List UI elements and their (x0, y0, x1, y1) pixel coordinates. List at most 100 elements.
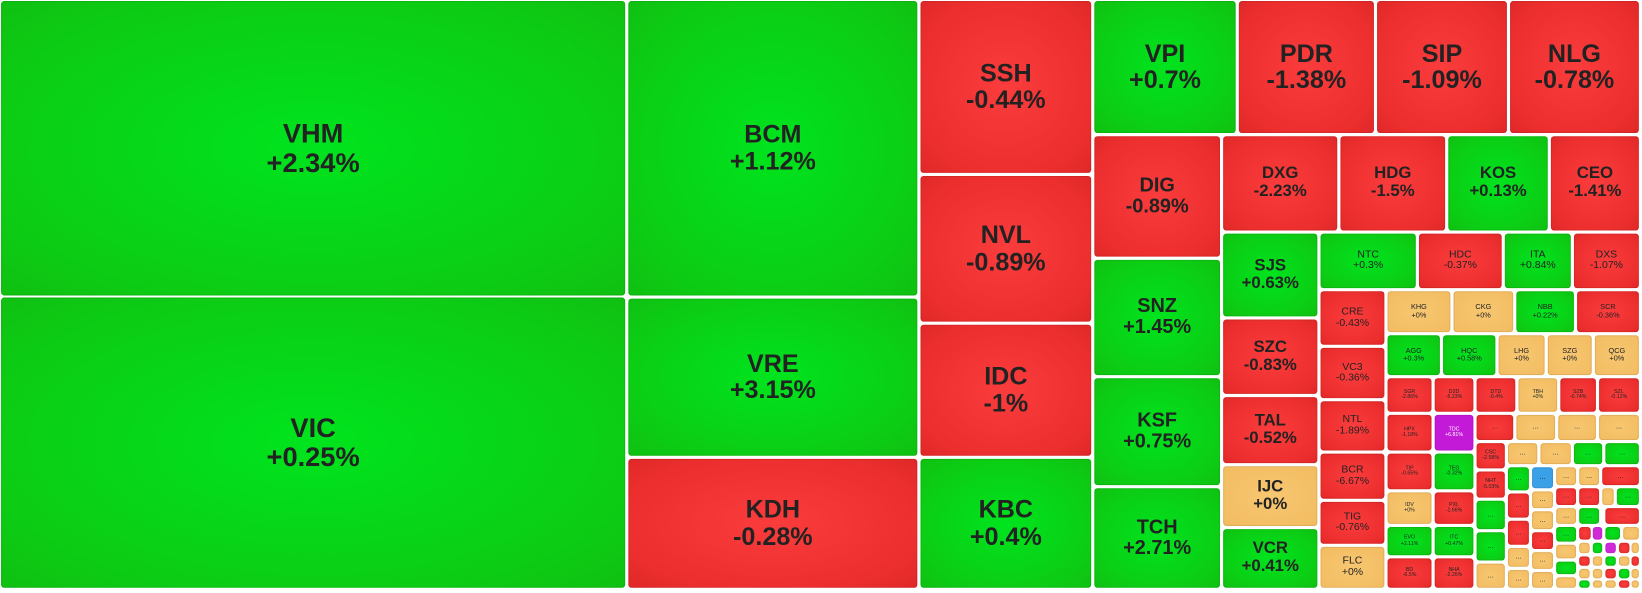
ticker: NTL (1342, 413, 1363, 426)
ticker: KDH (745, 495, 801, 525)
change: -0.74% (1569, 393, 1587, 401)
ticker: SIP (1421, 39, 1463, 68)
ticker: CKG (1475, 303, 1492, 312)
small-tile (1579, 568, 1590, 579)
more-label: ... (1519, 449, 1526, 458)
stock-tile: NBB +0.22% (1516, 291, 1574, 333)
change: +0.58% (1456, 355, 1482, 363)
stock-tile: KDH -0.28% (628, 458, 918, 588)
small-tile: ... (1579, 488, 1600, 505)
small-tile: ... (1507, 443, 1538, 465)
more-label: ... (1515, 501, 1522, 510)
change: -1.09% (1402, 66, 1482, 95)
ticker: D2D (1448, 388, 1460, 395)
ticker: LHG (1514, 347, 1530, 355)
stock-tile: AGG +0.3% (1387, 335, 1440, 376)
ticker: DTD (1490, 388, 1502, 395)
more-label: ... (1563, 472, 1570, 480)
ticker: CSC (1485, 449, 1497, 456)
small-tile (1618, 556, 1630, 566)
more-label: ... (1487, 511, 1494, 519)
more-label: ... (1619, 512, 1626, 520)
change: +0.4% (969, 522, 1042, 551)
ticker: HDC (1448, 248, 1472, 261)
more-label: ... (1539, 516, 1546, 524)
small-tile (1605, 526, 1621, 540)
stock-tile: VPI +0.7% (1094, 1, 1236, 134)
small-tile: ... (1556, 488, 1577, 505)
small-tile (1556, 577, 1577, 588)
change: +0% (1609, 355, 1625, 363)
small-tile: ... (1507, 467, 1529, 491)
small-tile (1592, 580, 1603, 588)
stock-tile: HQC +0.58% (1443, 335, 1496, 376)
stock-tile: CEO -1.41% (1550, 136, 1639, 231)
small-tile (1579, 542, 1590, 554)
more-label: ... (1539, 556, 1546, 565)
ticker: SZB (1573, 388, 1584, 395)
stock-tile: BCR -6.67% (1320, 453, 1385, 499)
stock-tile: HPX -1.18% (1387, 414, 1432, 451)
small-tile: ... (1573, 443, 1603, 465)
small-tile: ... (1532, 572, 1553, 588)
change: +1.45% (1123, 316, 1192, 339)
stock-tile: CKG +0% (1453, 291, 1514, 333)
change: -6.67% (1335, 475, 1370, 487)
small-tile (1631, 580, 1639, 588)
ticker: NTC (1357, 248, 1379, 261)
change: +0% (1341, 566, 1364, 578)
small-tile: ... (1602, 467, 1639, 486)
change: +0% (1562, 355, 1578, 363)
stock-tile: KHG +0% (1387, 291, 1451, 333)
stock-tile: NHT -5.03% (1476, 471, 1505, 498)
stock-tile: QCG +0% (1594, 335, 1639, 376)
stock-tile: HDG -1.5% (1340, 136, 1446, 231)
ticker: KOS (1479, 164, 1517, 183)
more-label: ... (1532, 423, 1539, 431)
stock-tile: CRE -0.43% (1320, 291, 1385, 345)
change: -0.36% (1335, 371, 1370, 384)
stock-tile: VHM +2.34% (1, 1, 626, 296)
small-tile: ... (1556, 526, 1577, 542)
change: -5.03% (1482, 483, 1499, 490)
more-label: ... (1617, 472, 1624, 480)
stock-tile: DXS -1.07% (1573, 233, 1639, 289)
ticker: KHG (1411, 303, 1427, 312)
ticker: IDV (1405, 501, 1414, 508)
ticker: IDC (984, 362, 1028, 392)
stock-tile: EVO +2.11% (1387, 526, 1432, 556)
change: -0.37% (1443, 259, 1477, 272)
small-tile (1592, 542, 1603, 554)
change: -0.28% (733, 522, 813, 551)
stock-tile: BCM +1.12% (628, 1, 918, 296)
ticker: SSH (979, 59, 1032, 88)
ticker: TAL (1254, 411, 1286, 430)
ticker: AGG (1405, 347, 1422, 355)
change: -1.38% (1266, 66, 1347, 95)
more-label: ... (1539, 576, 1546, 584)
stock-tile: VC3 -0.36% (1320, 347, 1385, 399)
change: -5.23% (1445, 393, 1463, 401)
ticker: TBH (1532, 388, 1544, 395)
change: +0% (1253, 495, 1288, 513)
change: -0.36% (1596, 311, 1620, 320)
stock-tile: D2D -5.23% (1434, 378, 1474, 412)
change: -2.58% (1482, 454, 1499, 461)
ticker: DIG (1139, 174, 1175, 197)
small-tile: ... (1516, 414, 1556, 441)
small-tile (1579, 556, 1590, 566)
stock-tile: TIG -0.76% (1320, 501, 1385, 544)
change: -6.5% (1402, 572, 1417, 579)
change: +0% (1514, 355, 1530, 363)
stock-tile: ITA +0.84% (1504, 233, 1571, 289)
ticker: SCR (1600, 303, 1616, 312)
change: -0.32% (1445, 470, 1463, 477)
small-tile (1592, 568, 1603, 579)
stock-tile: NTL -1.89% (1320, 401, 1385, 451)
more-label: ... (1563, 512, 1570, 520)
ticker: SNZ (1137, 295, 1178, 318)
change: +6.81% (1445, 431, 1463, 438)
change: -1.18% (1401, 431, 1418, 438)
small-tile: ... (1556, 467, 1577, 486)
